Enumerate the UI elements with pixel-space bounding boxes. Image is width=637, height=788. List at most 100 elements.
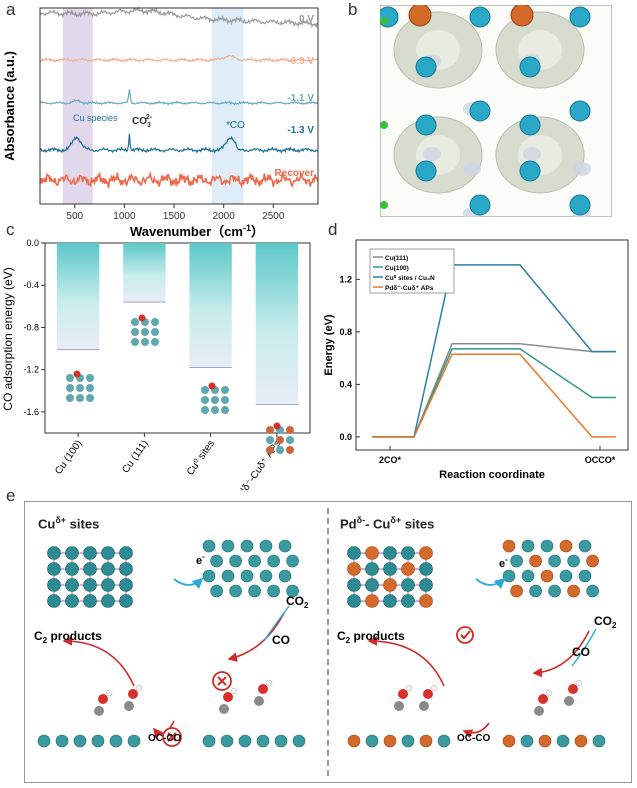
panel-label-c: c [6,220,15,239]
carbon-atom [394,701,404,711]
cu-atom [469,194,491,216]
pd-atom [408,5,432,27]
e-right-lattice [347,546,433,608]
d-ytick-label: 0.0 [339,432,352,442]
carbon-atom [534,706,544,716]
e-left-co: CO [272,633,290,647]
e-right-title: Pdδ-- Cuδ+ sites [340,515,435,532]
series-label-4: Recover [275,168,315,179]
n-atom [380,17,388,25]
a-xtick-label: 500 [66,211,83,222]
energy-line-1 [372,348,616,438]
panel-label-e: e [6,486,16,505]
c-ytick-label: -0.4 [23,280,39,290]
adsorption-model-3 [266,422,294,454]
shaded-band-0 [62,8,93,204]
carbon-atom [254,696,264,706]
carbon-atom [564,696,574,706]
a-xtick-label: 1500 [163,211,186,222]
c-ytick-label: -0.8 [23,322,39,332]
adsorption-model-0 [66,370,94,402]
small-blob [463,162,481,176]
panel-a-ylabel: Absorbance (a.u.) [2,51,17,161]
series-label-3: -1.3 V [287,125,314,136]
c-ytick-label: -1.6 [23,407,39,417]
e-left-forbidden-icon [212,671,232,691]
c-category-label-3: Pdδ⁻-Cuδ⁺ APs [234,438,284,490]
panel-d-xlabel: Reaction coordinate [439,469,545,481]
e-right-co2-line [571,628,597,667]
hydrogen-atom [230,687,238,695]
bar-3 [255,243,299,405]
hydrogen-atom [105,689,113,697]
e-right-occo-arrow [462,722,490,739]
carbon-atom [419,701,429,711]
e-right-co: CO [572,645,590,659]
annot-cu-species: Cu species [73,113,118,123]
cu-atom [469,100,491,122]
d-legend-box [369,248,455,294]
hydrogen-atom [265,679,273,687]
bar-2 [189,243,232,368]
panel-a-frame [39,7,319,205]
carbon-atom [219,704,229,714]
c-category-label-2: Cu⁰ sites [185,438,217,477]
oxygen-atom [423,689,433,699]
c-ytick-label: -1.2 [23,365,39,375]
d-legend-label-2: Cu⁰ sites / Cu₃N [385,274,435,282]
e-right-electron: e- [499,555,508,570]
e-right-co-arrow [532,630,590,678]
e-right-surface [502,539,599,598]
d-legend-label-0: Cu(111) [385,255,408,262]
annot-co: *CO [226,120,245,131]
panel-d-ylabel: Energy (eV) [323,314,335,375]
d-ytick-label: 0.8 [339,327,352,337]
panel-a-chart: 500 1000 1500 2000 2500 Absorbance (a.u.) Wa… [2,5,319,239]
hydrogen-atom [430,684,438,692]
hydrogen-atom [575,679,583,687]
panel-d-chart: 0.0 0.4 0.8 1.2 2CO* OCCO* Energy (eV) Reacti… [323,239,629,481]
cu-atom [519,114,541,136]
small-blob [523,147,541,161]
oxygen-atom [538,694,548,704]
spectrum-line-0 [39,5,319,29]
panel-e-frame [24,501,632,783]
spectrum-line-1 [39,54,319,63]
oxygen-atom [568,684,578,694]
oxygen-atom [398,689,408,699]
e-left-lattice [47,546,133,608]
panel-label-b: b [348,0,358,19]
bar-0 [56,243,100,350]
d-legend-label-3: Pdδ⁻-Cuδ⁺ APs [385,285,434,292]
cu-atom [569,100,591,122]
hydrogen-atom [405,684,413,692]
c-category-label-0: Cu (100) [53,438,84,476]
a-xtick-label: 1000 [113,211,136,222]
e-left-slab-1 [37,734,141,748]
hydrogen-atom [135,684,143,692]
a-xtick-label: 2000 [213,211,236,222]
e-left-c2: C2 products [34,629,102,645]
oxygen-atom [98,694,108,704]
e-left-co-arrow [227,612,285,662]
adsorption-model-1 [131,314,159,346]
e-right-co2: CO2 [594,614,617,630]
pd-atom [510,5,534,27]
a-xtick-label: 2500 [262,211,285,222]
panel-e-divider [327,508,329,776]
panel-c-frame [44,242,311,434]
e-left-co2-line [263,605,290,642]
panel-c-ylabel: CO adsorption energy (eV) [1,267,15,410]
e-right-electron-arrow [475,577,506,590]
d-ytick-label: 0.4 [339,379,352,389]
e-left-title: Cuδ+ sites [38,515,100,532]
e-left-slab-2 [202,734,306,748]
e-left-occo: OC-CO [148,733,182,744]
small-blob [573,162,591,176]
e-left-electron-arrow [173,577,204,590]
d-legend-label-1: Cu(100) [385,265,409,272]
e-left-surface [202,539,299,598]
cu-atom [519,56,541,78]
spectrum-line-4 [39,170,319,189]
panel-e-scheme: e- CO2 CO C2 products OC-CO e- CO2 CO C2… [34,539,617,748]
